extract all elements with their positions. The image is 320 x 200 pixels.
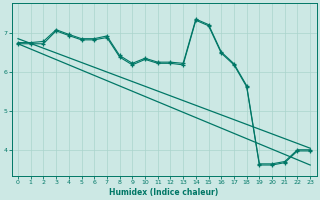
X-axis label: Humidex (Indice chaleur): Humidex (Indice chaleur) xyxy=(109,188,219,197)
